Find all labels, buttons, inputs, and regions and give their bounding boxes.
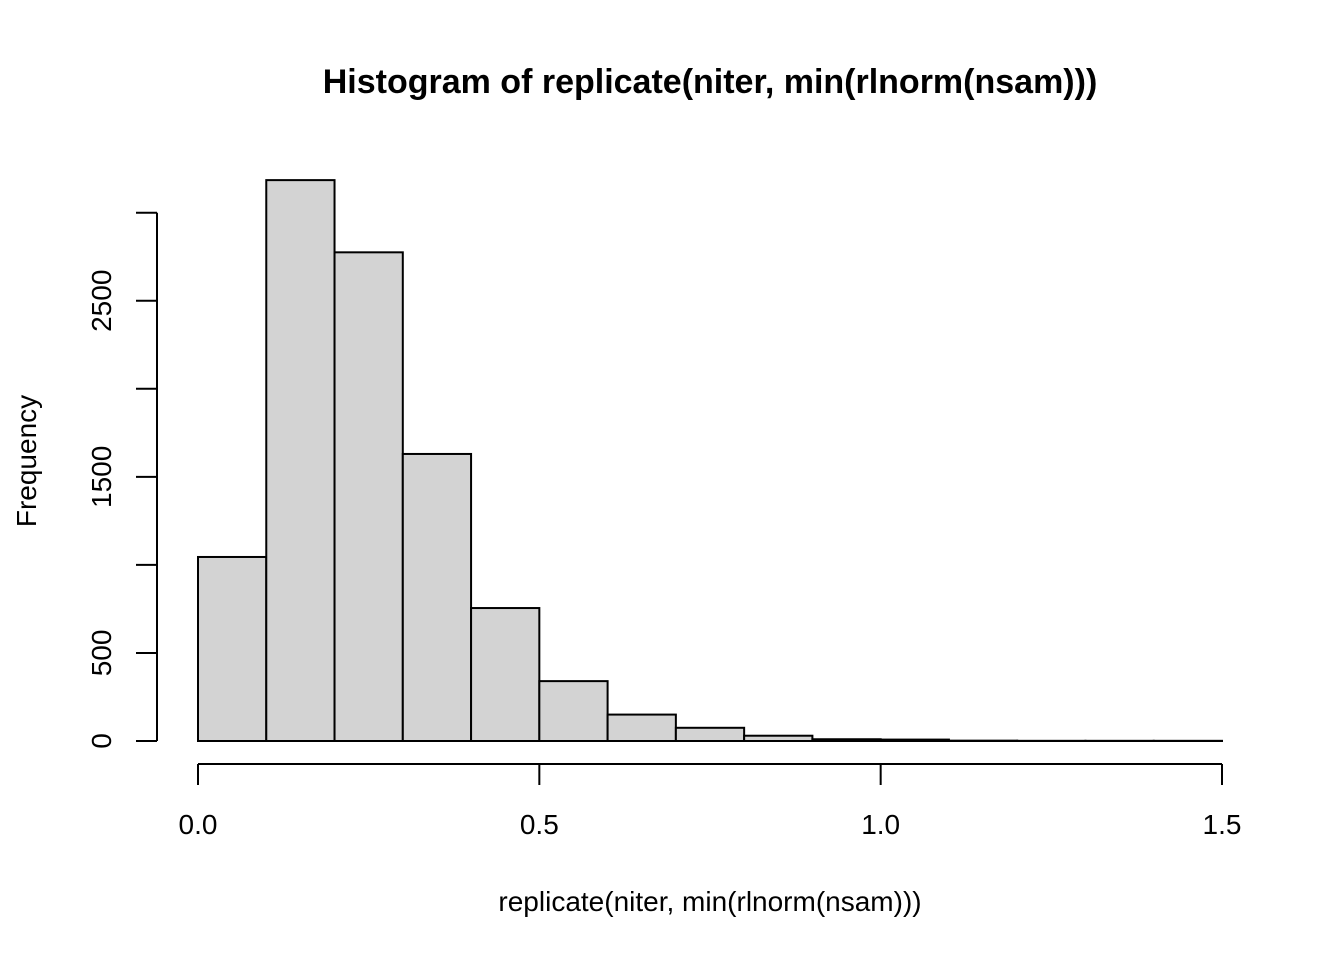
x-tick-label: 1.5 bbox=[1203, 809, 1242, 840]
x-tick-label: 0.5 bbox=[520, 809, 559, 840]
histogram-bar bbox=[470, 607, 541, 742]
histogram-bar bbox=[538, 680, 609, 742]
histogram-bar bbox=[879, 738, 950, 742]
y-axis-label: Frequency bbox=[11, 395, 42, 527]
histogram-bar bbox=[197, 555, 268, 743]
histogram-bar bbox=[401, 452, 473, 742]
bars-group bbox=[197, 179, 1223, 743]
x-axis: 0.0 0.5 1.0 1.5 bbox=[179, 763, 1242, 840]
x-tick-label: 0.0 bbox=[179, 809, 218, 840]
y-axis: 0 500 1500 2500 bbox=[86, 211, 158, 749]
y-tick-label: 500 bbox=[86, 630, 117, 677]
x-tick-label: 1.0 bbox=[861, 809, 900, 840]
histogram-bar bbox=[811, 738, 882, 743]
y-tick-label: 1500 bbox=[86, 446, 117, 508]
histogram-bar bbox=[606, 713, 677, 743]
y-tick-label: 0 bbox=[86, 733, 117, 749]
histogram-bar bbox=[674, 726, 746, 742]
x-axis-label: replicate(niter, min(rlnorm(nsam))) bbox=[498, 886, 921, 917]
histogram-bar bbox=[265, 179, 336, 742]
histogram-bar bbox=[743, 734, 814, 742]
y-tick-label: 2500 bbox=[86, 270, 117, 332]
chart-title: Histogram of replicate(niter, min(rlnorm… bbox=[323, 63, 1098, 101]
histogram-bar bbox=[333, 251, 404, 742]
